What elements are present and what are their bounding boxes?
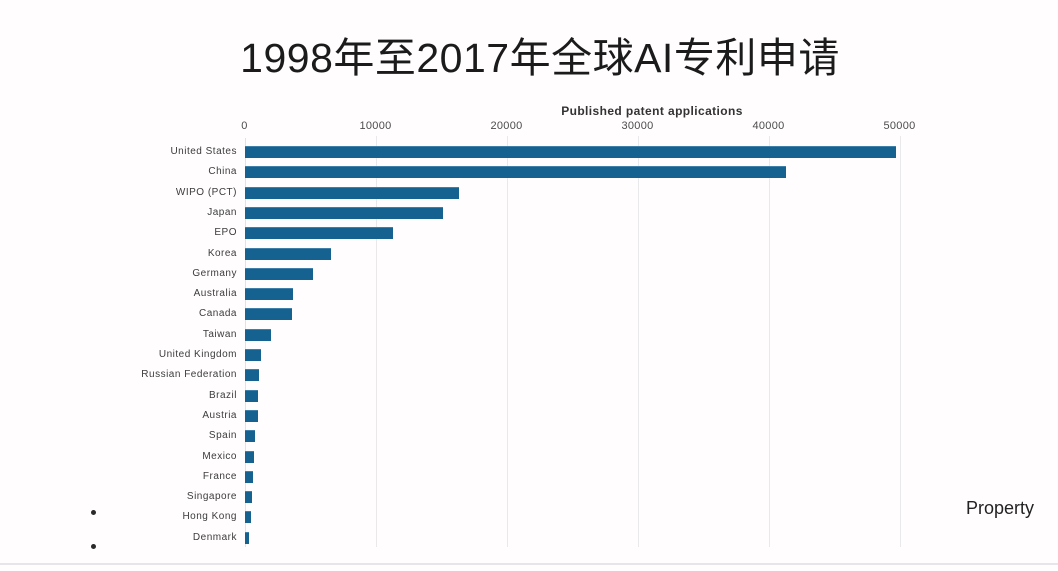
bar [245, 531, 249, 544]
x-tick-label: 0 [241, 120, 248, 132]
x-tick-label: 50000 [883, 120, 916, 132]
bottom-divider [0, 563, 1058, 565]
category-label: Germany [192, 267, 237, 279]
category-label: Australia [193, 288, 237, 300]
x-tick-label: 30000 [621, 120, 654, 132]
x-tick-label: 20000 [490, 120, 523, 132]
bar-row: France [0, 467, 1058, 487]
bar [245, 186, 459, 199]
bar [245, 146, 897, 159]
category-label: France [202, 470, 237, 482]
bar [245, 430, 256, 443]
bar [245, 369, 260, 382]
bar [245, 389, 259, 402]
bar [245, 328, 272, 341]
category-label: WIPO (PCT) [175, 186, 237, 198]
bar [245, 349, 261, 362]
category-label: Canada [198, 308, 237, 320]
bar [245, 450, 254, 463]
x-tick-label: 40000 [752, 120, 785, 132]
gridline [899, 136, 901, 547]
category-label: China [208, 166, 237, 178]
gridline [768, 136, 770, 547]
bar [245, 409, 258, 422]
bar-row: Germany [0, 264, 1058, 284]
gridline [637, 136, 639, 547]
bar [245, 491, 252, 504]
bullet-point [91, 544, 96, 549]
bar [245, 511, 251, 524]
bar-row: China [0, 162, 1058, 182]
x-axis-title: Published patent applications [561, 104, 743, 118]
bar-row: Korea [0, 244, 1058, 264]
bar [245, 288, 294, 301]
category-label: Singapore [186, 491, 237, 503]
bar-row: United States [0, 142, 1058, 162]
bar [245, 166, 787, 179]
category-label: Hong Kong [182, 511, 237, 523]
watermark-text: Property [966, 498, 1035, 518]
bar-row: Denmark [0, 528, 1058, 548]
category-label: Austria [202, 409, 237, 421]
bar-row: Hong Kong [0, 507, 1058, 527]
bar-row: Taiwan [0, 325, 1058, 345]
category-label: Spain [208, 430, 237, 442]
x-tick-label: 10000 [359, 120, 392, 132]
category-label: Russian Federation [141, 369, 237, 381]
bar-row: Austria [0, 406, 1058, 426]
category-label: Taiwan [202, 328, 237, 340]
bar [245, 308, 293, 321]
bar [245, 267, 314, 280]
category-label: Japan [207, 206, 237, 218]
bar-row: United Kingdom [0, 345, 1058, 365]
bar-row: WIPO (PCT) [0, 183, 1058, 203]
category-label: United Kingdom [158, 349, 237, 360]
bar-row: Spain [0, 426, 1058, 446]
bar-row: Mexico [0, 447, 1058, 467]
category-label: United States [170, 146, 237, 157]
category-label: Denmark [192, 531, 237, 543]
bar [245, 227, 394, 240]
bar-row: Singapore [0, 487, 1058, 507]
bar-row: Russian Federation [0, 365, 1058, 385]
category-label: Mexico [202, 450, 237, 462]
bar-row: EPO [0, 223, 1058, 243]
bullet-point [91, 510, 96, 515]
bar [245, 206, 443, 219]
bar-row: Brazil [0, 386, 1058, 406]
gridline [506, 136, 508, 547]
bar [245, 470, 254, 483]
bar [245, 247, 332, 260]
bar-row: Canada [0, 304, 1058, 324]
chart-title: 1998年至2017年全球AI专利申请 [240, 35, 840, 81]
category-label: Brazil [208, 389, 237, 401]
category-label: EPO [214, 227, 237, 239]
bar-row: Japan [0, 203, 1058, 223]
bar-row: Australia [0, 284, 1058, 304]
y-axis-line [244, 138, 246, 547]
category-label: Korea [207, 247, 237, 259]
gridline [375, 136, 377, 547]
